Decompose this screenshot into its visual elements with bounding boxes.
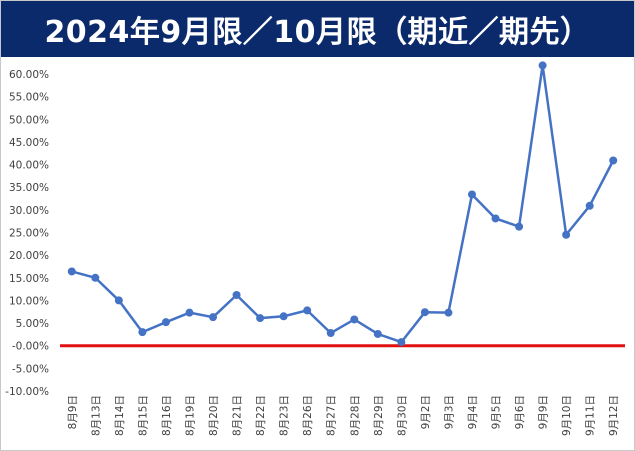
y-tick-label: 20.00% bbox=[9, 250, 49, 262]
x-tick-label: 9月2日 bbox=[420, 395, 432, 429]
data-point bbox=[303, 306, 312, 315]
x-tick-label: 8月13日 bbox=[90, 395, 102, 436]
data-point bbox=[373, 329, 382, 338]
x-tick-label: 8月27日 bbox=[326, 395, 338, 436]
y-axis: 60.00% 55.00% 50.00% 45.00% 40.00% 35.00% 30.0… bbox=[5, 69, 49, 398]
data-point bbox=[562, 230, 571, 239]
x-axis: 8月9日 8月13日 8月14日 8月15日 8月16日 8月19日 8月20日 8月21日 8… bbox=[67, 395, 620, 436]
x-tick-label: 9月12日 bbox=[608, 395, 620, 436]
data-point bbox=[397, 338, 406, 347]
data-point bbox=[420, 308, 429, 317]
data-point bbox=[232, 290, 241, 299]
x-tick-label: 8月20日 bbox=[208, 395, 220, 436]
data-point bbox=[609, 156, 618, 165]
y-tick-label: 40.00% bbox=[9, 160, 49, 172]
x-tick-label: 9月6日 bbox=[514, 395, 526, 429]
y-tick-label: -5.00% bbox=[12, 363, 49, 375]
data-point bbox=[256, 314, 265, 323]
x-tick-label: 8月21日 bbox=[232, 395, 244, 436]
x-tick-label: 8月29日 bbox=[373, 395, 385, 436]
x-tick-label: 8月23日 bbox=[279, 395, 291, 436]
data-point bbox=[209, 313, 218, 322]
x-tick-label: 8月15日 bbox=[137, 395, 149, 436]
x-tick-label: 8月22日 bbox=[255, 395, 267, 436]
y-tick-label: 55.00% bbox=[9, 92, 49, 104]
data-point bbox=[185, 308, 194, 317]
x-tick-label: 8月19日 bbox=[184, 395, 196, 436]
series-layer bbox=[60, 61, 625, 348]
line-chart: 60.00% 55.00% 50.00% 45.00% 40.00% 35.00% 30.0… bbox=[5, 61, 625, 436]
data-point bbox=[114, 296, 123, 305]
series-line bbox=[71, 64, 615, 344]
data-point bbox=[326, 329, 335, 338]
x-tick-label: 8月30日 bbox=[396, 395, 408, 436]
data-point bbox=[138, 328, 147, 337]
x-tick-label: 8月14日 bbox=[114, 395, 126, 436]
y-tick-label: 15.00% bbox=[9, 273, 49, 285]
x-tick-label: 8月28日 bbox=[349, 395, 361, 436]
x-tick-label: 9月9日 bbox=[538, 395, 550, 429]
y-tick-label: -10.00% bbox=[5, 386, 49, 398]
data-point bbox=[538, 61, 547, 70]
data-point bbox=[467, 190, 476, 199]
y-tick-label: 35.00% bbox=[9, 182, 49, 194]
x-tick-label: 8月9日 bbox=[67, 395, 79, 429]
x-tick-label: 9月10日 bbox=[561, 395, 573, 436]
chart-title: 2024年9月限／10月限（期近／期先） bbox=[1, 1, 634, 57]
y-tick-label: 30.00% bbox=[9, 205, 49, 217]
data-point bbox=[67, 267, 76, 276]
data-point bbox=[515, 222, 524, 231]
y-tick-label: 60.00% bbox=[9, 69, 49, 81]
data-point bbox=[585, 201, 594, 210]
data-point bbox=[491, 214, 500, 223]
data-point bbox=[350, 315, 359, 324]
x-tick-label: 9月4日 bbox=[467, 395, 479, 429]
data-point bbox=[91, 273, 100, 282]
x-tick-label: 8月26日 bbox=[302, 395, 314, 436]
x-tick-label: 9月11日 bbox=[585, 395, 597, 436]
y-tick-label: 25.00% bbox=[9, 228, 49, 240]
y-tick-label: 10.00% bbox=[9, 295, 49, 307]
x-tick-label: 8月16日 bbox=[161, 395, 173, 436]
data-point bbox=[161, 318, 170, 327]
y-tick-label: 5.00% bbox=[16, 318, 49, 330]
x-tick-label: 9月5日 bbox=[491, 395, 503, 429]
y-tick-label: -0.00% bbox=[12, 341, 49, 353]
data-point bbox=[444, 308, 453, 317]
data-point bbox=[279, 312, 288, 321]
y-tick-label: 45.00% bbox=[9, 137, 49, 149]
y-tick-label: 50.00% bbox=[9, 114, 49, 126]
x-tick-label: 9月3日 bbox=[443, 395, 455, 429]
